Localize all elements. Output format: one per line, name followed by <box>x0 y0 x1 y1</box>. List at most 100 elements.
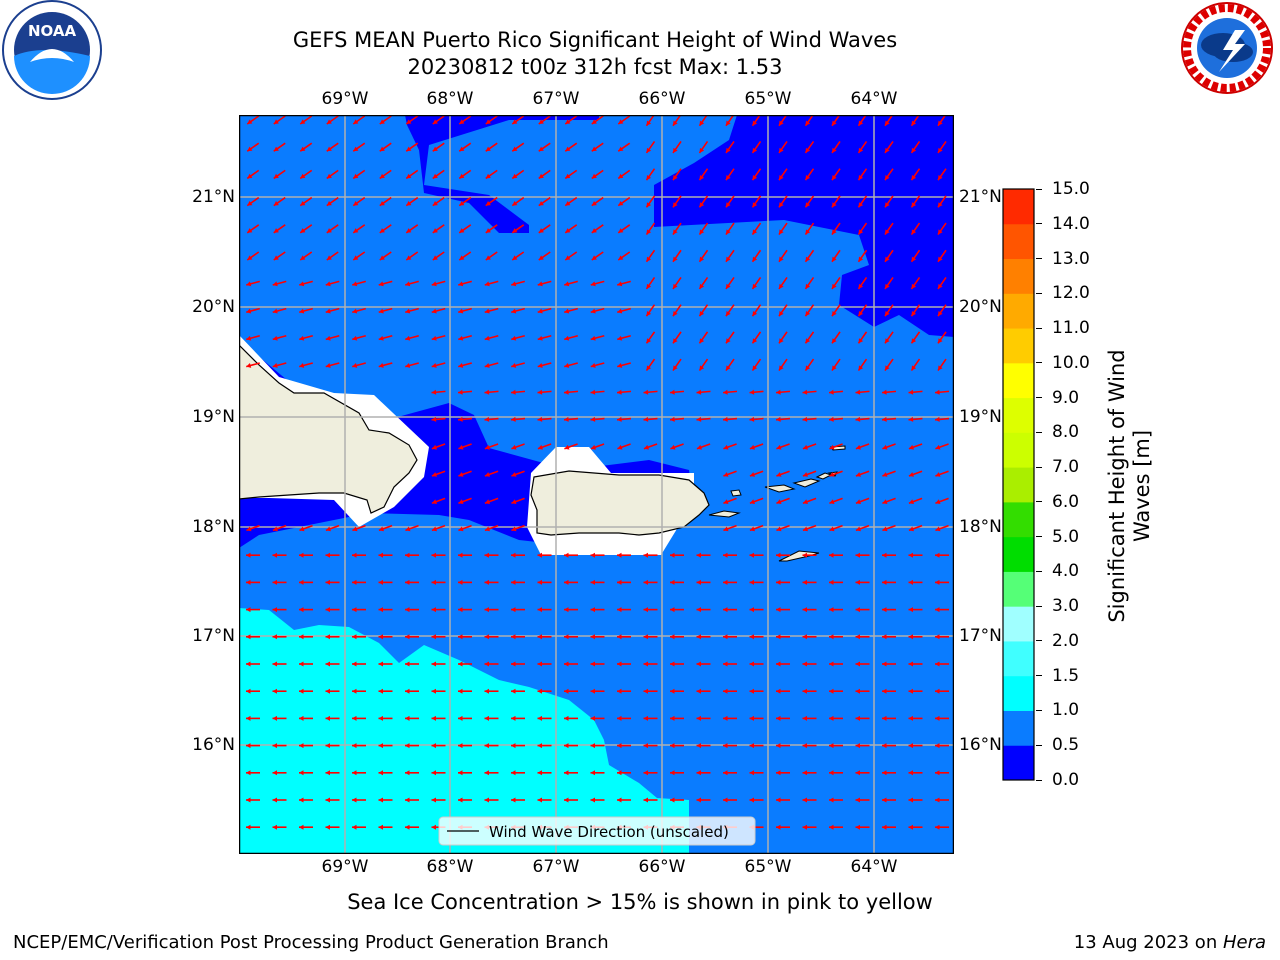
wave-direction-arrow <box>831 277 841 290</box>
wave-direction-arrow <box>325 743 340 749</box>
wave-direction-arrow <box>537 634 552 640</box>
wave-direction-arrow <box>272 797 287 803</box>
wave-direction-arrow <box>405 142 419 152</box>
wave-direction-arrow <box>405 169 419 180</box>
wave-direction-arrow <box>749 607 764 613</box>
lon-label-bottom-68w: 68°W <box>426 857 474 877</box>
wave-direction-arrow <box>829 715 843 721</box>
colorbar-tick-label: 14.0 <box>1052 213 1090 234</box>
colorbar-tick-label: 10.0 <box>1052 352 1090 373</box>
wave-direction-arrow <box>643 661 658 667</box>
wave-direction-arrow <box>591 224 604 234</box>
wave-direction-arrow <box>672 222 682 235</box>
wave-direction-arrow <box>511 169 525 180</box>
wave-direction-arrow <box>882 661 896 667</box>
wave-direction-arrow <box>458 115 472 125</box>
wave-direction-arrow <box>775 389 791 395</box>
wave-direction-arrow <box>643 743 658 749</box>
wave-direction-arrow <box>935 497 949 505</box>
wave-direction-arrow <box>908 389 923 395</box>
colorbar-tick-label: 11.0 <box>1052 318 1090 339</box>
wave-direction-arrow <box>484 389 499 395</box>
wave-direction-arrow <box>910 304 921 317</box>
wave-direction-arrow <box>405 715 419 721</box>
wave-direction-arrow <box>935 470 949 477</box>
wave-direction-arrow <box>670 579 684 585</box>
wave-direction-arrow <box>908 743 923 749</box>
wave-direction-arrow <box>855 824 870 830</box>
wave-direction-arrow <box>246 224 260 234</box>
land-hispaniola <box>239 344 418 514</box>
wave-direction-arrow <box>511 770 525 776</box>
wave-direction-arrow <box>696 607 711 613</box>
wave-direction-arrow <box>751 249 762 263</box>
wave-direction-arrow <box>537 797 552 803</box>
wave-direction-arrow <box>776 715 790 721</box>
wave-direction-arrow <box>299 524 313 532</box>
wave-direction-arrow <box>616 389 632 395</box>
wave-direction-arrow <box>802 743 817 749</box>
wave-direction-arrow <box>246 251 260 261</box>
wave-direction-arrow <box>484 607 499 613</box>
wave-direction-arrow <box>431 743 446 749</box>
wave-direction-arrow <box>564 142 578 152</box>
wave-direction-arrow <box>617 280 631 287</box>
wave-direction-arrow <box>564 661 578 667</box>
wave-direction-arrow <box>246 280 260 287</box>
wave-direction-arrow <box>511 224 525 234</box>
wave-direction-arrow <box>590 715 605 721</box>
wave-direction-arrow <box>670 552 684 558</box>
wave-direction-arrow <box>778 195 788 208</box>
wave-direction-arrow <box>910 358 921 371</box>
colorbar-tick-label: 3.0 <box>1052 596 1080 617</box>
wave-direction-arrow <box>432 142 445 152</box>
wave-direction-arrow <box>855 552 870 558</box>
colorbar-tick-mark <box>1036 744 1042 746</box>
wave-direction-arrow <box>643 579 658 585</box>
wave-direction-arrow <box>855 497 870 505</box>
lon-label-top-65w: 65°W <box>744 89 792 109</box>
wave-direction-arrow <box>617 196 631 207</box>
colorbar-segment <box>1003 397 1034 433</box>
wave-direction-arrow <box>908 824 923 830</box>
wave-direction-arrow <box>352 743 366 749</box>
wave-direction-arrow <box>723 443 737 450</box>
wave-direction-arrow <box>884 304 894 317</box>
wave-direction-arrow <box>802 634 817 640</box>
sea-ice-note: Sea Ice Concentration > 15% is shown in … <box>347 890 933 914</box>
wave-direction-arrow <box>723 715 737 721</box>
wave-direction-arrow <box>378 607 393 613</box>
wave-direction-arrow <box>564 607 578 613</box>
wave-direction-arrow <box>910 141 921 154</box>
wave-direction-arrow <box>431 688 446 694</box>
wave-direction-arrow <box>458 443 472 450</box>
wave-direction-arrow <box>484 443 499 450</box>
wave-direction-arrow <box>643 389 658 395</box>
wave-direction-arrow <box>882 579 896 585</box>
land-culebra <box>730 489 742 497</box>
wave-direction-arrow <box>511 280 525 287</box>
lon-label-top-69w: 69°W <box>321 89 369 109</box>
wave-direction-arrow <box>908 579 923 585</box>
wave-direction-arrow <box>458 470 472 477</box>
wave-direction-arrow <box>431 634 446 640</box>
wave-direction-arrow <box>458 497 472 505</box>
wave-direction-arrow <box>590 552 605 558</box>
wave-direction-arrow <box>272 688 287 694</box>
wave-direction-arrow <box>299 770 313 776</box>
wave-direction-arrow <box>698 222 709 235</box>
colorbar-tick-mark <box>1036 466 1042 468</box>
wave-direction-arrow <box>749 715 764 721</box>
wave-direction-arrow <box>698 277 709 290</box>
wave-direction-arrow <box>910 277 921 290</box>
colorbar-title-line2: Waves [m] <box>1130 429 1154 543</box>
wave-direction-arrow <box>564 715 578 721</box>
wave-direction-arrow <box>617 307 631 314</box>
wave-direction-arrow <box>802 661 817 667</box>
wave-direction-arrow <box>643 552 658 558</box>
wave-direction-arrow <box>934 416 950 422</box>
wave-direction-arrow <box>617 797 631 803</box>
wave-direction-arrow <box>749 524 764 532</box>
wave-direction-arrow <box>672 195 682 208</box>
wave-direction-arrow <box>723 661 737 667</box>
